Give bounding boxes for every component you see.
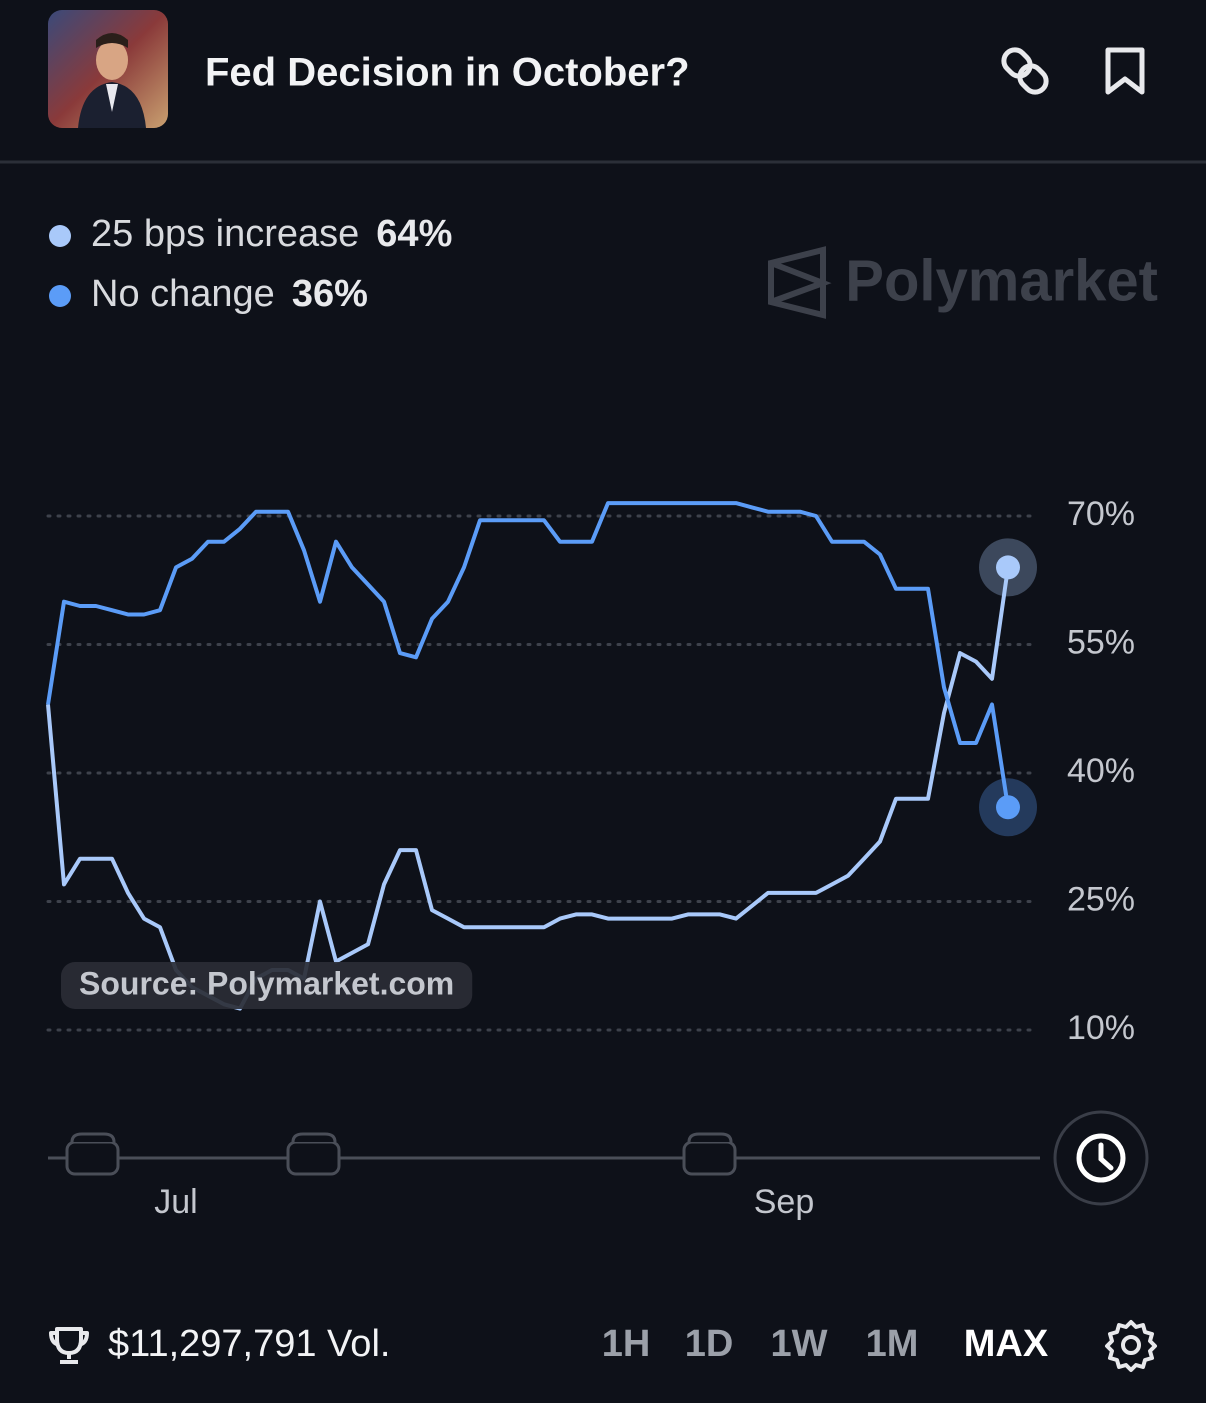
settings-button[interactable] — [1105, 1320, 1157, 1372]
range-button[interactable]: 1M — [866, 1323, 919, 1365]
watermark: Polymarket — [845, 248, 1158, 313]
y-tick-label: 40% — [1067, 752, 1135, 790]
y-tick-label: 70% — [1067, 495, 1135, 533]
range-button[interactable]: 1H — [602, 1323, 651, 1365]
end-point — [996, 795, 1020, 820]
clock-button[interactable] — [1053, 1110, 1149, 1206]
timeline-markers — [65, 1132, 737, 1176]
series-line — [46, 501, 1010, 808]
source-badge — [61, 962, 473, 1009]
legend-dot — [49, 225, 71, 247]
y-tick-label: 25% — [1067, 880, 1135, 918]
range-button[interactable]: 1D — [685, 1323, 734, 1365]
legend-dot — [49, 285, 71, 307]
y-tick-label: 55% — [1067, 623, 1135, 661]
legend-label: 25 bps increase — [91, 213, 359, 255]
trophy-icon — [49, 1327, 89, 1364]
market-title: Fed Decision in October? — [205, 51, 690, 95]
legend-label: No change — [91, 273, 275, 315]
legend-value: 36% — [292, 273, 368, 315]
range-button[interactable]: MAX — [964, 1323, 1049, 1365]
watermark-logo — [768, 246, 832, 319]
y-tick-label: 10% — [1067, 1009, 1135, 1047]
end-point — [996, 555, 1020, 580]
thumbnail — [48, 10, 168, 128]
volume: $11,297,791 Vol. — [108, 1323, 390, 1365]
x-tick-label: Jul — [154, 1183, 197, 1221]
source-label: Source: Polymarket.com — [79, 965, 454, 1001]
x-tick-label: Sep — [754, 1183, 815, 1221]
legend-value: 64% — [376, 213, 452, 255]
bookmark-button[interactable] — [1105, 47, 1145, 95]
link-button[interactable] — [999, 45, 1050, 96]
range-button[interactable]: 1W — [771, 1323, 828, 1365]
